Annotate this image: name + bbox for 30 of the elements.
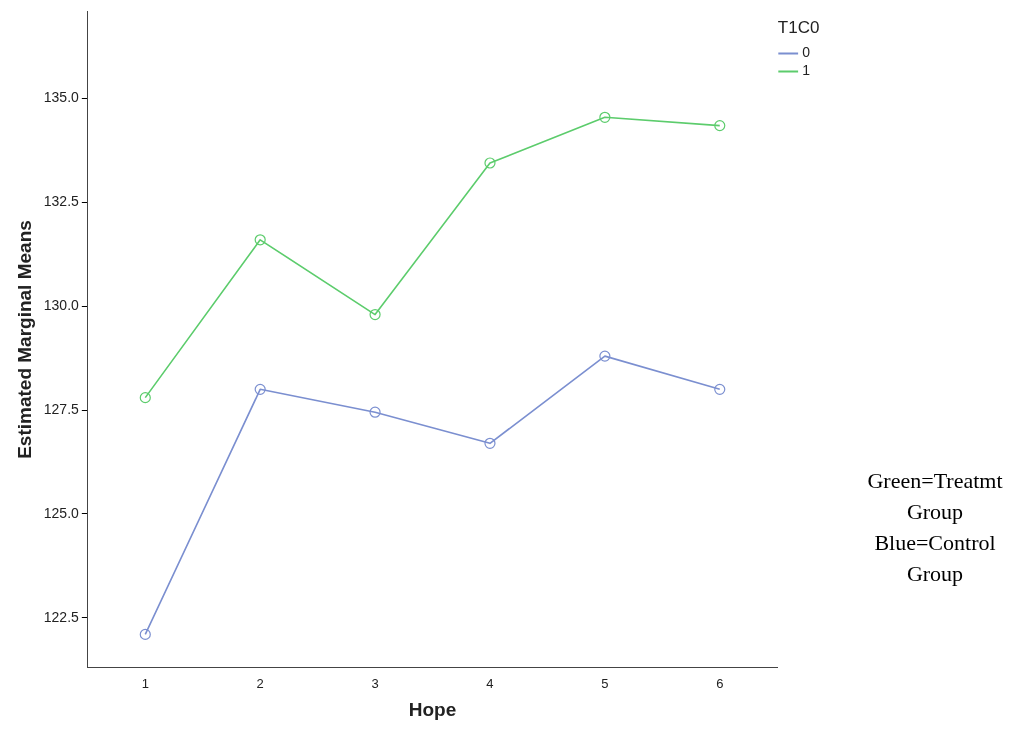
point	[714, 120, 726, 132]
y-tick-label: 122.5	[43, 608, 80, 625]
point	[254, 383, 266, 395]
y-tick-label: 127.5	[43, 400, 80, 417]
point	[599, 111, 611, 123]
legend-label: 0	[802, 44, 811, 61]
legend-label: 1	[802, 62, 811, 79]
point	[484, 157, 496, 169]
y-tick-label: 125.0	[43, 504, 80, 521]
y-axis-title: Estimated Marginal Means	[13, 220, 35, 459]
text: Green=Treatmt Group Blue=Control Group	[866, 467, 1004, 588]
x-tick-label: 4	[486, 675, 494, 691]
y-tick-label: 135.0	[43, 89, 80, 106]
point	[254, 234, 266, 246]
point	[484, 437, 496, 449]
point	[599, 350, 611, 362]
point	[369, 406, 381, 418]
point	[139, 628, 151, 640]
point	[139, 392, 151, 404]
x-tick-label: 2	[256, 675, 264, 691]
x-tick-label: 6	[716, 675, 724, 691]
point	[369, 308, 381, 321]
y-tick-label: 132.5	[43, 193, 80, 210]
x-tick-label: 3	[371, 675, 379, 691]
point	[714, 383, 726, 395]
x-tick-label: 1	[141, 675, 149, 691]
legend-title: T1C0	[777, 18, 820, 38]
y-tick-label: 130.0	[43, 297, 80, 314]
x-axis-title: Hope	[408, 698, 457, 720]
x-tick-label: 5	[601, 675, 609, 691]
